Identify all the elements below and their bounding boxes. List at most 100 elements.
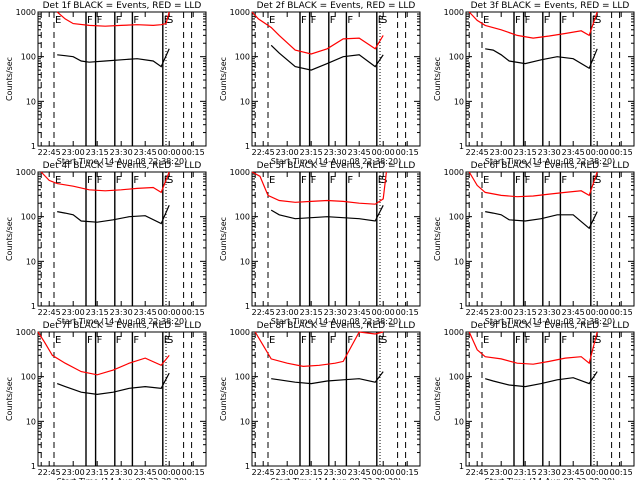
plot-frame: [251, 11, 421, 147]
y-tick-label: 1000: [16, 168, 36, 177]
y-tick-label: 1: [245, 142, 250, 151]
x-tick-label: 23:30: [538, 468, 561, 477]
y-axis-label: Counts/sec: [433, 217, 442, 261]
x-tick-label: 23:30: [110, 308, 133, 317]
x-tick-label: 22:45: [252, 148, 275, 157]
x-tick-label: 00:15: [182, 308, 205, 317]
plot-frame: [465, 11, 635, 147]
x-tick-label: 00:15: [182, 468, 205, 477]
x-tick-label: 23:45: [348, 468, 371, 477]
x-tick-label: 23:45: [562, 468, 585, 477]
plot-frame: [37, 331, 207, 467]
event-marker: E: [378, 15, 384, 26]
y-tick-label: 10: [454, 417, 464, 426]
event-marker: E: [55, 335, 61, 346]
x-tick-label: 23:00: [490, 468, 513, 477]
y-tick-label: 1: [245, 302, 250, 311]
event-marker: F: [330, 175, 336, 186]
event-marker: E: [55, 175, 61, 186]
event-marker: F: [544, 15, 550, 26]
x-tick-label: 22:45: [252, 468, 275, 477]
x-tick-label: 23:00: [62, 308, 85, 317]
event-rate-series: [271, 371, 384, 385]
chart-title: Det 7f BLACK = Events, RED = LLD: [43, 321, 202, 331]
y-axis-label: Counts/sec: [5, 217, 14, 261]
y-tick-label: 10: [240, 97, 250, 106]
x-tick-label: 23:00: [276, 308, 299, 317]
x-tick-label: 00:00: [372, 468, 395, 477]
x-tick-label: 00:00: [586, 468, 609, 477]
event-marker: F: [133, 335, 139, 346]
x-tick-label: 23:15: [300, 468, 323, 477]
event-marker: E: [378, 175, 384, 186]
lld-rate-series: [254, 331, 384, 368]
x-tick-label: 23:30: [324, 148, 347, 157]
event-marker: E: [269, 335, 275, 346]
x-tick-label: 23:30: [324, 468, 347, 477]
y-tick-label: 100: [449, 53, 464, 62]
chart-panel-1: Det 1f BLACK = Events, RED = LLD 1 10 100 10…: [5, 1, 207, 166]
x-axis-label: Start Time (14-Aug-08 22:38:20): [271, 477, 402, 480]
x-tick-label: 23:00: [276, 468, 299, 477]
x-tick-label: 00:15: [610, 308, 633, 317]
x-axis-label: Start Time (14-Aug-08 22:38:20): [57, 477, 188, 480]
lld-rate-series: [251, 171, 387, 205]
lld-rate-series: [468, 11, 598, 39]
event-rate-series: [485, 371, 598, 388]
x-tick-label: 23:30: [538, 308, 561, 317]
lld-rate-series: [37, 331, 170, 376]
event-marker: F: [301, 175, 307, 186]
event-marker: F: [561, 175, 567, 186]
x-tick-label: 23:00: [62, 468, 85, 477]
y-tick-label: 1: [459, 462, 464, 471]
x-tick-label: 23:00: [490, 148, 513, 157]
x-tick-label: 23:00: [490, 308, 513, 317]
y-tick-label: 10: [26, 417, 36, 426]
plot-frame: [465, 171, 635, 307]
event-marker: F: [561, 335, 567, 346]
event-marker: F: [525, 15, 531, 26]
x-tick-label: 23:30: [110, 468, 133, 477]
event-marker: E: [55, 15, 61, 26]
x-axis-label: Start Time (14-Aug-08 22:38:20): [271, 317, 402, 326]
event-rate-series: [485, 211, 598, 230]
event-marker: F: [133, 175, 139, 186]
event-marker: F: [525, 175, 531, 186]
x-tick-label: 00:00: [372, 148, 395, 157]
y-tick-label: 1: [245, 462, 250, 471]
event-marker: E: [269, 175, 275, 186]
event-marker: F: [525, 335, 531, 346]
x-tick-label: 00:15: [396, 308, 419, 317]
event-rate-series: [270, 44, 384, 71]
x-axis-label: Start Time (14-Aug-08 22:38:20): [485, 317, 616, 326]
event-marker: S: [381, 15, 387, 26]
x-tick-label: 23:15: [86, 468, 109, 477]
event-marker: F: [561, 15, 567, 26]
y-tick-label: 1: [31, 302, 36, 311]
chart-panel-9: Det 9f BLACK = Events, RED = LLD 1 10 100 10…: [433, 321, 635, 480]
event-marker: F: [97, 15, 103, 26]
plot-frame: [251, 171, 421, 307]
y-tick-label: 1000: [444, 8, 464, 17]
y-tick-label: 100: [449, 373, 464, 382]
event-marker: F: [544, 335, 550, 346]
x-tick-label: 23:15: [300, 148, 323, 157]
chart-panel-5: Det 5f BLACK = Events, RED = LLD 1 10 100 10…: [219, 161, 421, 326]
y-axis-label: Counts/sec: [219, 377, 228, 421]
event-marker: F: [87, 175, 93, 186]
x-tick-label: 23:45: [134, 468, 157, 477]
event-marker: E: [164, 175, 170, 186]
y-axis-label: Counts/sec: [219, 217, 228, 261]
y-tick-label: 100: [21, 53, 36, 62]
lld-rate-series: [40, 171, 170, 194]
event-marker: F: [133, 15, 139, 26]
event-marker: E: [592, 175, 598, 186]
event-marker: F: [347, 175, 353, 186]
lld-rate-series: [468, 331, 598, 365]
x-tick-label: 00:15: [610, 468, 633, 477]
event-marker: F: [301, 15, 307, 26]
x-tick-label: 00:15: [182, 148, 205, 157]
chart-panel-3: Det 3f BLACK = Events, RED = LLD 1 10 100 10…: [433, 1, 635, 166]
event-rate-series: [57, 205, 170, 225]
event-marker: F: [311, 335, 317, 346]
